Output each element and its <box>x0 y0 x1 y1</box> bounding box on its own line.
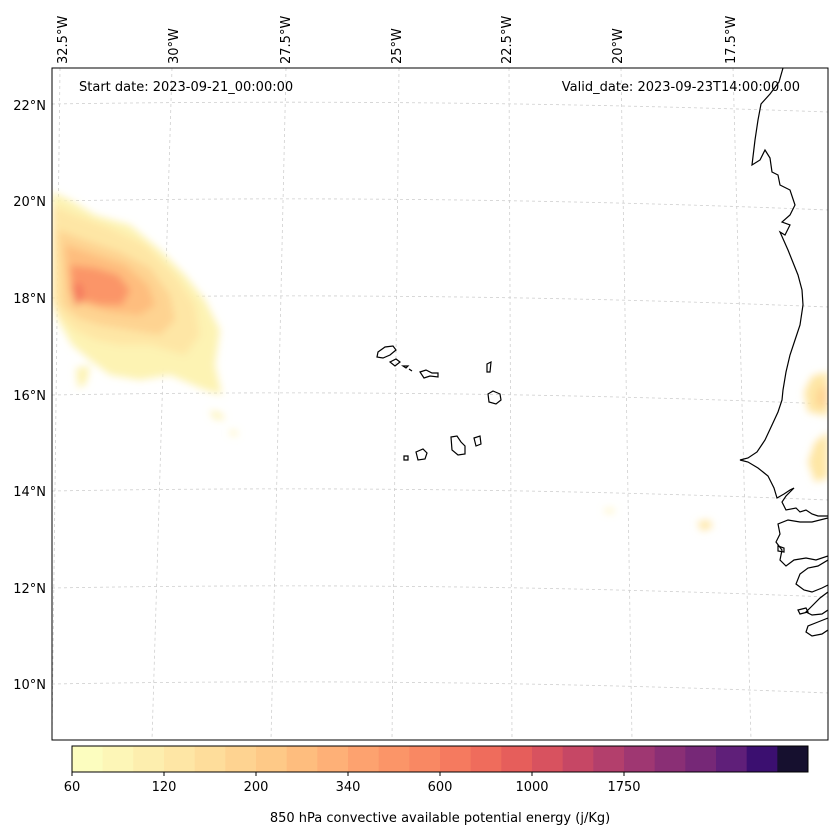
map-area <box>52 68 828 740</box>
colorbar-swatch <box>685 746 717 772</box>
colorbar-tick-label: 1750 <box>607 780 640 795</box>
cape-verde-islands <box>376 345 502 461</box>
colorbar-label: 850 hPa convective available potential e… <box>270 811 610 826</box>
colorbar-swatch <box>777 746 809 772</box>
colorbar-swatch <box>72 746 104 772</box>
lon-label: 27.5°W <box>279 16 294 64</box>
colorbar-tick-label: 340 <box>336 780 361 795</box>
colorbar-swatch <box>378 746 410 772</box>
colorbar-swatch <box>317 746 349 772</box>
island-maio <box>473 435 482 447</box>
colorbar-swatch <box>470 746 502 772</box>
island-sal <box>486 360 492 373</box>
map-frame <box>51 67 829 741</box>
start-date-label: Start date: 2023-09-21_00:00:00 <box>79 80 293 95</box>
colorbar-swatch <box>286 746 318 772</box>
colorbar-swatch <box>440 746 472 772</box>
lon-label: 22.5°W <box>500 16 515 64</box>
colorbar-tick-label: 200 <box>244 780 269 795</box>
lat-label: 18°N <box>13 292 46 307</box>
colorbar-swatch <box>409 746 441 772</box>
island-sao-vicente <box>388 358 401 367</box>
cape-cell-small-1 <box>697 520 713 531</box>
longitude-labels: 32.5°W 30°W 27.5°W 25°W 22.5°W 20°W 17.5… <box>56 16 739 64</box>
cape-shading <box>52 192 828 531</box>
lat-label: 14°N <box>13 485 46 500</box>
island-fogo <box>415 448 428 461</box>
colorbar-swatch <box>654 746 686 772</box>
lon-label: 17.5°W <box>724 16 739 64</box>
colorbar-tick-label: 600 <box>428 780 453 795</box>
island-boa-vista <box>487 390 502 405</box>
lon-label: 20°W <box>611 28 626 64</box>
island-santiago <box>450 435 466 456</box>
lon-label: 30°W <box>167 28 182 64</box>
colorbar-swatch <box>746 746 778 772</box>
colorbar-swatch <box>716 746 748 772</box>
colorbar-tick-label: 60 <box>64 780 81 795</box>
colorbar-swatch <box>133 746 165 772</box>
colorbar-swatch <box>624 746 656 772</box>
graticule-meridians <box>52 68 752 740</box>
lat-label: 22°N <box>13 99 46 114</box>
lon-label: 32.5°W <box>56 16 71 64</box>
valid-date-label: Valid_date: 2023-09-23T14:00:00.00 <box>562 80 800 95</box>
colorbar-swatch <box>562 746 594 772</box>
colorbar-tick-label: 1000 <box>515 780 548 795</box>
colorbar: 60 120 200 340 600 1000 1750 850 hPa convectiv… <box>64 745 809 826</box>
lat-label: 10°N <box>13 678 46 693</box>
colorbar-swatch <box>501 746 533 772</box>
colorbar-swatch <box>593 746 625 772</box>
island-santa-luzia <box>401 365 410 369</box>
colorbar-swatch <box>194 746 226 772</box>
lon-label: 25°W <box>390 28 405 64</box>
latitude-labels: 22°N 20°N 18°N 16°N 14°N 12°N 10°N <box>13 99 46 693</box>
colorbar-ticks: 60 120 200 340 600 1000 1750 <box>64 772 641 795</box>
colorbar-swatch <box>225 746 257 772</box>
colorbar-swatch <box>256 746 288 772</box>
island-brava <box>403 455 409 461</box>
lat-label: 20°N <box>13 195 46 210</box>
colorbar-swatch <box>348 746 380 772</box>
colorbar-swatch <box>102 746 134 772</box>
colorbar-swatches <box>72 746 809 772</box>
cape-cell-small-2 <box>604 509 615 513</box>
lat-label: 16°N <box>13 389 46 404</box>
colorbar-tick-label: 120 <box>152 780 177 795</box>
island-santo-antao <box>376 345 397 359</box>
west-africa-coastline <box>739 68 828 637</box>
colorbar-swatch <box>164 746 196 772</box>
island-sao-nicolau <box>419 369 439 379</box>
colorbar-swatch <box>532 746 564 772</box>
lat-label: 12°N <box>13 582 46 597</box>
